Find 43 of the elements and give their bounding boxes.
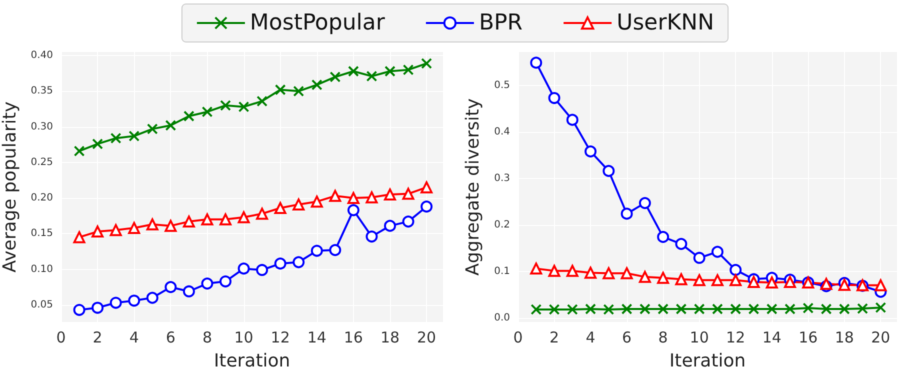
y-tick-label: 0.5 [494, 80, 510, 91]
y-tick-label: 0.1 [494, 266, 510, 277]
y-tick-label: 0.30 [30, 121, 53, 132]
y-axis-title: Aggregate diversity [462, 98, 484, 276]
y-tick-label: 0.35 [30, 86, 53, 97]
x-tick-label: 2 [92, 328, 102, 346]
x-tick-label: 20 [871, 328, 890, 346]
x-tick-label: 8 [202, 328, 212, 346]
x-tick-label: 14 [762, 328, 782, 346]
y-tick-label: 0.0 [494, 312, 510, 324]
y-tick-label: 0.3 [494, 172, 510, 184]
y-tick-label: 0.20 [30, 192, 53, 204]
x-tick-label: 10 [234, 328, 254, 346]
x-tick-label: 2 [549, 328, 560, 346]
x-tick-label: 0 [56, 328, 66, 346]
y-axis-title: Average popularity [0, 101, 20, 273]
x-tick-label: 16 [798, 328, 818, 346]
y-tick-label: 0.40 [30, 50, 53, 62]
y-tick-label: 0.05 [30, 299, 53, 310]
x-tick-label: 20 [417, 328, 436, 346]
y-tick-label: 0.10 [30, 264, 53, 275]
x-axis-title: Iteration [669, 350, 746, 372]
x-tick-label: 12 [726, 328, 746, 346]
x-tick-label: 6 [622, 328, 632, 346]
x-tick-label: 4 [586, 328, 596, 346]
x-tick-label: 4 [129, 328, 139, 346]
x-tick-label: 18 [380, 328, 400, 346]
x-axis-title: Iteration [214, 350, 290, 372]
x-tick-label: 0 [513, 328, 523, 346]
legend-label: UserKNN [616, 10, 714, 36]
x-tick-label: 14 [307, 328, 326, 346]
x-tick-label: 8 [658, 328, 668, 346]
x-tick-label: 18 [834, 328, 854, 346]
legend-label: MostPopular [250, 10, 386, 36]
x-tick-label: 6 [166, 328, 176, 346]
y-tick-label: 0.4 [494, 126, 510, 138]
x-tick-label: 16 [344, 328, 363, 346]
y-tick-label: 0.15 [30, 228, 53, 240]
x-tick-label: 12 [270, 328, 290, 346]
x-tick-label: 10 [690, 328, 709, 346]
legend-label: BPR [478, 10, 523, 36]
y-tick-label: 0.25 [30, 156, 53, 168]
y-tick-label: 0.2 [494, 219, 510, 230]
